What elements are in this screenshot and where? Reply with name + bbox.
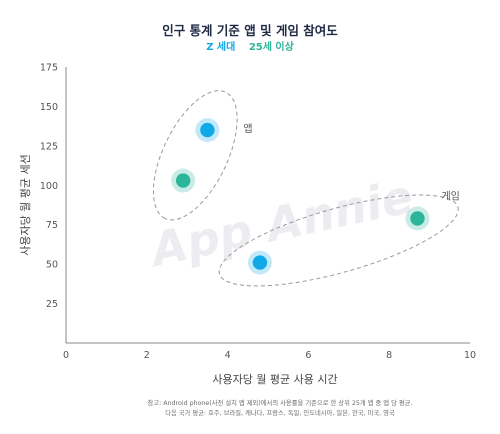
y-tick-label: 75 — [46, 220, 58, 231]
data-point — [175, 173, 191, 188]
y-axis-title: 사용자당 월 평균 세션 — [19, 154, 32, 256]
group-ellipses — [152, 90, 459, 287]
x-tick-label: 0 — [63, 350, 69, 361]
data-point — [252, 255, 268, 270]
group-label: 게임 — [441, 189, 459, 202]
data-point — [200, 122, 215, 138]
x-axis-title: 사용자당 월 평균 사용 시간 — [212, 373, 337, 386]
x-tick-label: 10 — [464, 350, 476, 361]
x-tick-label: 6 — [305, 350, 311, 361]
subtitle-genz: Z 세대 — [206, 42, 236, 53]
chart-subtitle: Z 세대 25세 이상 — [0, 38, 500, 53]
y-tick-label: 50 — [46, 260, 58, 271]
group-label: 앱 — [243, 123, 252, 135]
y-tick-label: 175 — [40, 63, 58, 74]
group-ellipse — [152, 90, 238, 221]
group-labels: 앱게임 — [243, 123, 459, 202]
footnote-line-2: 다음 국가 평균: 호주, 브라질, 캐나다, 프랑스, 독일, 인도네시아, … — [165, 410, 395, 417]
chart-title: 인구 통계 기준 앱 및 게임 참여도 — [162, 23, 338, 38]
x-tick-label: 4 — [225, 350, 231, 361]
x-tick-labels: 0 2 4 6 8 10 — [63, 350, 476, 361]
y-tick-label: 150 — [40, 102, 58, 113]
group-ellipse — [218, 194, 459, 287]
y-tick-label: 125 — [40, 141, 58, 152]
y-tick-label: 25 — [46, 299, 58, 310]
y-tick-labels: 25 50 75 100 125 150 175 — [40, 63, 58, 311]
y-tick-label: 100 — [40, 181, 58, 192]
data-points — [171, 118, 430, 275]
footnote-line-1: 참고: Android phone(사전 설치 앱 제외)에서의 사용률을 기준… — [147, 400, 413, 407]
data-point — [410, 211, 425, 226]
x-tick-label: 8 — [386, 350, 392, 361]
x-tick-label: 2 — [144, 350, 150, 361]
footnote: 참고: Android phone(사전 설치 앱 제외)에서의 사용률을 기준… — [0, 399, 500, 419]
subtitle-25plus: 25세 이상 — [248, 42, 294, 53]
axes — [65, 67, 470, 344]
